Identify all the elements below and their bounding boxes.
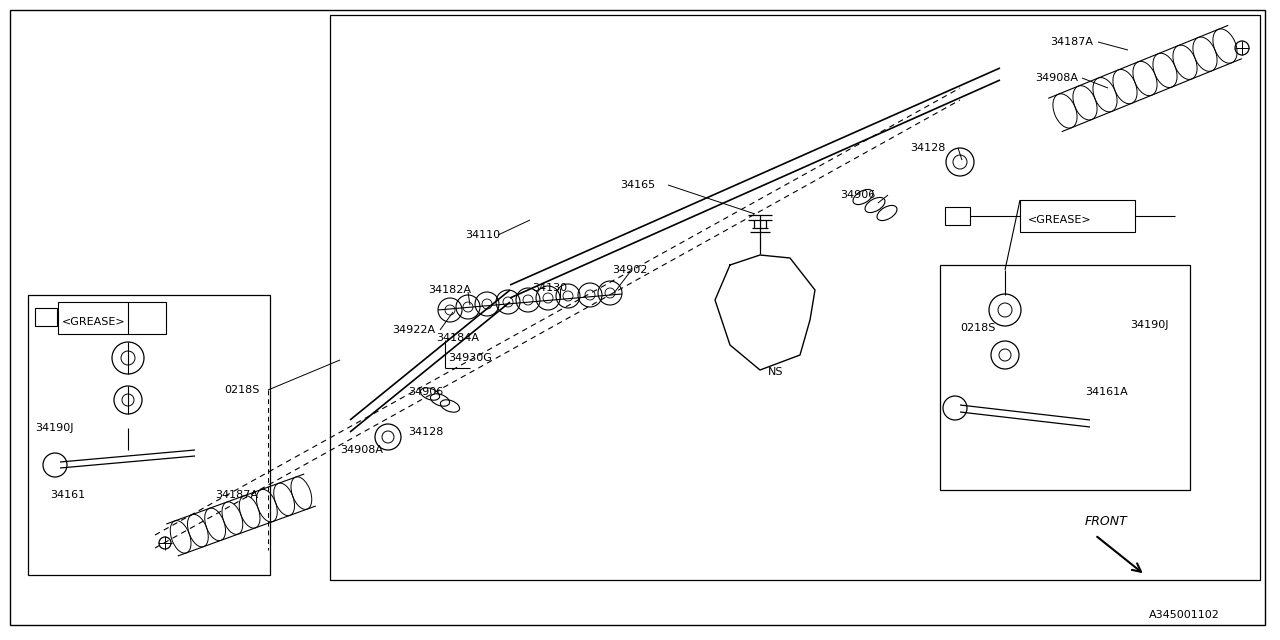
Text: 34165: 34165 [620, 180, 655, 190]
Bar [940, 265, 1190, 490]
Text: FRONT: FRONT [1085, 515, 1128, 528]
Bar [945, 207, 970, 225]
Text: 34187A: 34187A [1050, 37, 1093, 47]
Text: 34190J: 34190J [1130, 320, 1169, 330]
Text: 34187A: 34187A [215, 490, 259, 500]
Text: NS: NS [768, 367, 783, 377]
Bar [1020, 200, 1135, 232]
Text: 0218S: 0218S [960, 323, 996, 333]
Text: 34128: 34128 [910, 143, 946, 153]
Text: 34906: 34906 [840, 190, 876, 200]
Text: 34182A: 34182A [428, 285, 471, 295]
Polygon shape [716, 255, 815, 370]
Text: 34190J: 34190J [35, 423, 73, 433]
Bar [330, 15, 1260, 580]
Text: 34908A: 34908A [340, 445, 383, 455]
Text: 34930G: 34930G [448, 353, 492, 363]
Text: 34906: 34906 [408, 387, 443, 397]
Text: 34130: 34130 [532, 283, 567, 293]
Text: <GREASE>: <GREASE> [1028, 215, 1092, 225]
Text: A345001102: A345001102 [1149, 610, 1220, 620]
Text: 34161A: 34161A [1085, 387, 1128, 397]
Text: 0218S: 0218S [224, 385, 260, 395]
Bar [58, 302, 166, 334]
Text: 34128: 34128 [408, 427, 443, 437]
Text: <GREASE>: <GREASE> [61, 317, 125, 327]
Text: 34902: 34902 [612, 265, 648, 275]
Bar [28, 295, 270, 575]
Text: 34184A: 34184A [436, 333, 479, 343]
Text: 34110: 34110 [465, 230, 500, 240]
Text: 34908A: 34908A [1036, 73, 1078, 83]
Text: 34922A: 34922A [392, 325, 435, 335]
Text: 34161: 34161 [50, 490, 86, 500]
Bar [35, 308, 58, 326]
